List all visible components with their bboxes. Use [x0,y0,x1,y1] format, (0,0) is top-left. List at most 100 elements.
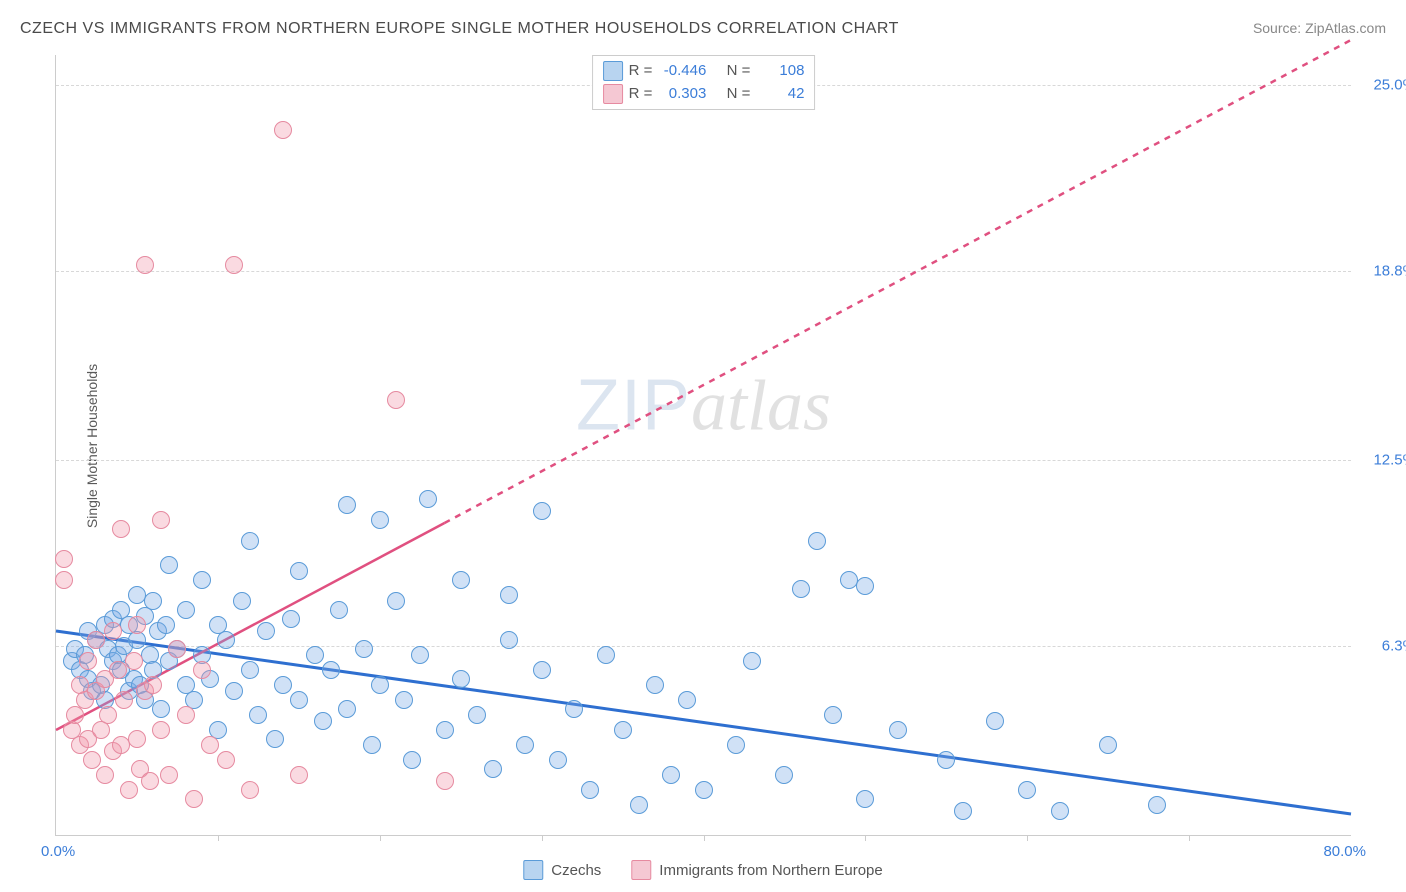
data-point [1018,781,1036,799]
data-point [387,592,405,610]
data-point [727,736,745,754]
data-point [436,772,454,790]
data-point [79,652,97,670]
data-point [856,577,874,595]
data-point [889,721,907,739]
data-point [241,532,259,550]
data-point [371,511,389,529]
y-tick-label: 6.3% [1356,638,1406,655]
data-point [355,640,373,658]
data-point [120,781,138,799]
data-point [743,652,761,670]
stats-legend-box: R =-0.446 N =108R =0.303 N =42 [592,55,816,110]
data-point [55,550,73,568]
data-point [581,781,599,799]
data-point [274,676,292,694]
data-point [112,520,130,538]
plot-area: ZIPatlas 6.3%12.5%18.8%25.0% R =-0.446 N… [55,55,1351,836]
x-axis-max-label: 80.0% [1323,843,1366,860]
data-point [177,706,195,724]
data-point [128,730,146,748]
data-point [160,556,178,574]
data-point [387,391,405,409]
r-value: 0.303 [658,83,706,106]
data-point [55,571,73,589]
n-value: 42 [756,83,804,106]
data-point [152,511,170,529]
data-point [128,616,146,634]
data-point [411,646,429,664]
data-point [249,706,267,724]
data-point [338,496,356,514]
data-point [66,706,84,724]
data-point [177,601,195,619]
data-point [954,802,972,820]
data-point [452,670,470,688]
data-point [565,700,583,718]
data-point [217,631,235,649]
data-point [282,610,300,628]
data-point [157,616,175,634]
data-point [96,766,114,784]
legend-swatch [523,860,543,880]
legend-swatch [631,860,651,880]
legend-item: Immigrants from Northern Europe [631,860,882,880]
series-swatch [603,61,623,81]
data-point [533,502,551,520]
data-point [1099,736,1117,754]
chart-title: CZECH VS IMMIGRANTS FROM NORTHERN EUROPE… [20,20,899,38]
data-point [646,676,664,694]
data-point [630,796,648,814]
data-point [115,691,133,709]
data-point [824,706,842,724]
data-point [937,751,955,769]
data-point [99,706,117,724]
legend-label: Immigrants from Northern Europe [659,862,882,879]
data-point [516,736,534,754]
data-point [775,766,793,784]
n-label: N = [727,60,751,83]
stats-row: R =0.303 N =42 [603,83,805,106]
data-point [136,256,154,274]
data-point [792,580,810,598]
data-point [986,712,1004,730]
x-tick [542,835,543,841]
data-point [500,631,518,649]
data-point [695,781,713,799]
x-tick [704,835,705,841]
y-tick-label: 25.0% [1356,77,1406,94]
r-label: R = [629,60,653,83]
data-point [314,712,332,730]
x-tick [380,835,381,841]
data-point [403,751,421,769]
data-point [1051,802,1069,820]
data-point [371,676,389,694]
data-point [500,586,518,604]
data-point [233,592,251,610]
data-point [125,652,143,670]
data-point [87,631,105,649]
data-point [225,256,243,274]
data-point [856,790,874,808]
data-point [257,622,275,640]
data-point [225,682,243,700]
data-point [1148,796,1166,814]
data-point [193,571,211,589]
n-value: 108 [756,60,804,83]
x-tick [1027,835,1028,841]
source-attribution: Source: ZipAtlas.com [1253,20,1386,36]
data-point [330,601,348,619]
data-point [168,640,186,658]
data-point [193,661,211,679]
data-point [614,721,632,739]
legend-label: Czechs [551,862,601,879]
data-point [452,571,470,589]
data-point [274,121,292,139]
data-point [241,661,259,679]
data-point [185,790,203,808]
data-point [83,751,101,769]
data-point [678,691,696,709]
x-tick [865,835,866,841]
data-point [241,781,259,799]
r-value: -0.446 [658,60,706,83]
